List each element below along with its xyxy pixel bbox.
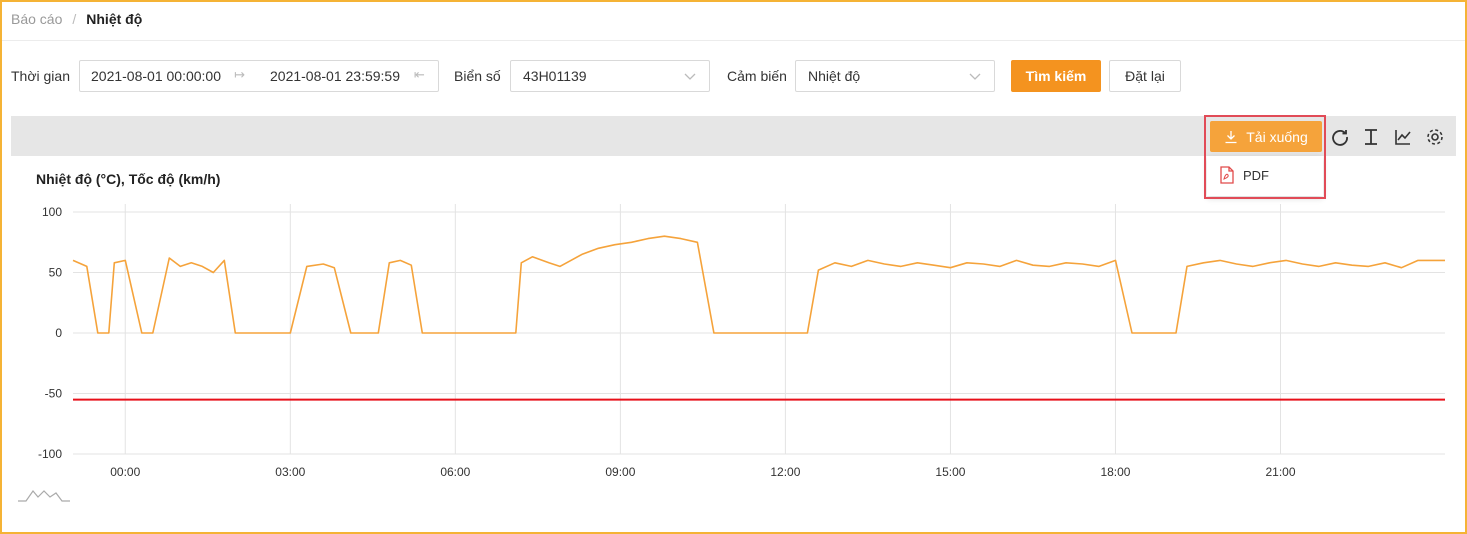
reset-button[interactable]: Đặt lại xyxy=(1109,60,1181,92)
breadcrumb-current: Nhiệt độ xyxy=(86,11,143,27)
sensor-value: Nhiệt độ xyxy=(808,68,861,84)
x-tick-label: 21:00 xyxy=(1265,465,1295,479)
chevron-down-icon xyxy=(969,73,981,80)
x-tick-label: 18:00 xyxy=(1100,465,1130,479)
range-end-icon: ⇤ xyxy=(414,67,425,82)
text-cursor-icon[interactable] xyxy=(1361,127,1381,147)
x-tick-label: 03:00 xyxy=(275,465,305,479)
series-line-1 xyxy=(72,235,1445,334)
download-icon xyxy=(1225,130,1237,143)
search-button[interactable]: Tìm kiếm xyxy=(1011,60,1101,92)
range-arrow-icon: ↦ xyxy=(234,67,245,82)
menu-item-pdf-label: PDF xyxy=(1243,167,1269,183)
plate-label: Biển số xyxy=(454,68,501,84)
chart-plot: 100 50 0 -50 -100 00:00 03:00 06:00 09:00 12:00 15… xyxy=(38,204,1445,479)
download-label: Tải xuống xyxy=(1246,128,1308,145)
time-range-picker[interactable]: 2021-08-01 00:00:00 ↦ 2021-08-01 23:59:5… xyxy=(79,60,439,92)
plate-select[interactable]: 43H01139 xyxy=(510,60,710,92)
x-tick-label: 15:00 xyxy=(935,465,965,479)
x-tick-label: 12:00 xyxy=(770,465,800,479)
sensor-select[interactable]: Nhiệt độ xyxy=(795,60,995,92)
sensor-label: Cảm biến xyxy=(727,68,787,84)
download-menu: PDF xyxy=(1207,156,1323,196)
time-label: Thời gian xyxy=(11,68,70,84)
x-tick-label: 09:00 xyxy=(605,465,635,479)
highlight-box xyxy=(1204,115,1326,199)
download-button[interactable]: Tải xuống xyxy=(1210,121,1322,152)
menu-item-pdf[interactable]: PDF xyxy=(1219,166,1269,184)
y-tick-label: -100 xyxy=(38,447,62,461)
y-tick-label: -50 xyxy=(45,387,63,401)
y-tick-label: 0 xyxy=(55,326,62,340)
breadcrumb-separator: / xyxy=(72,11,77,27)
y-tick-label: 100 xyxy=(42,205,62,219)
time-to-value[interactable]: 2021-08-01 23:59:59 xyxy=(270,68,400,84)
header-divider xyxy=(2,40,1465,41)
pdf-file-icon xyxy=(1220,166,1234,184)
y-tick-label: 50 xyxy=(49,266,63,280)
breadcrumb-parent[interactable]: Báo cáo xyxy=(11,11,63,27)
settings-icon[interactable] xyxy=(1425,127,1445,147)
line-chart-icon[interactable] xyxy=(1393,127,1413,147)
chart-navigator-icon xyxy=(18,490,70,502)
chevron-down-icon xyxy=(684,73,696,80)
refresh-icon[interactable] xyxy=(1330,127,1350,147)
x-tick-label: 06:00 xyxy=(440,465,470,479)
time-from-value[interactable]: 2021-08-01 00:00:00 xyxy=(91,68,221,84)
x-tick-label: 00:00 xyxy=(110,465,140,479)
chart-title: Nhiệt độ (°C), Tốc độ (km/h) xyxy=(36,171,221,187)
breadcrumb: Báo cáo / Nhiệt độ xyxy=(11,11,142,27)
plate-value: 43H01139 xyxy=(523,68,587,84)
